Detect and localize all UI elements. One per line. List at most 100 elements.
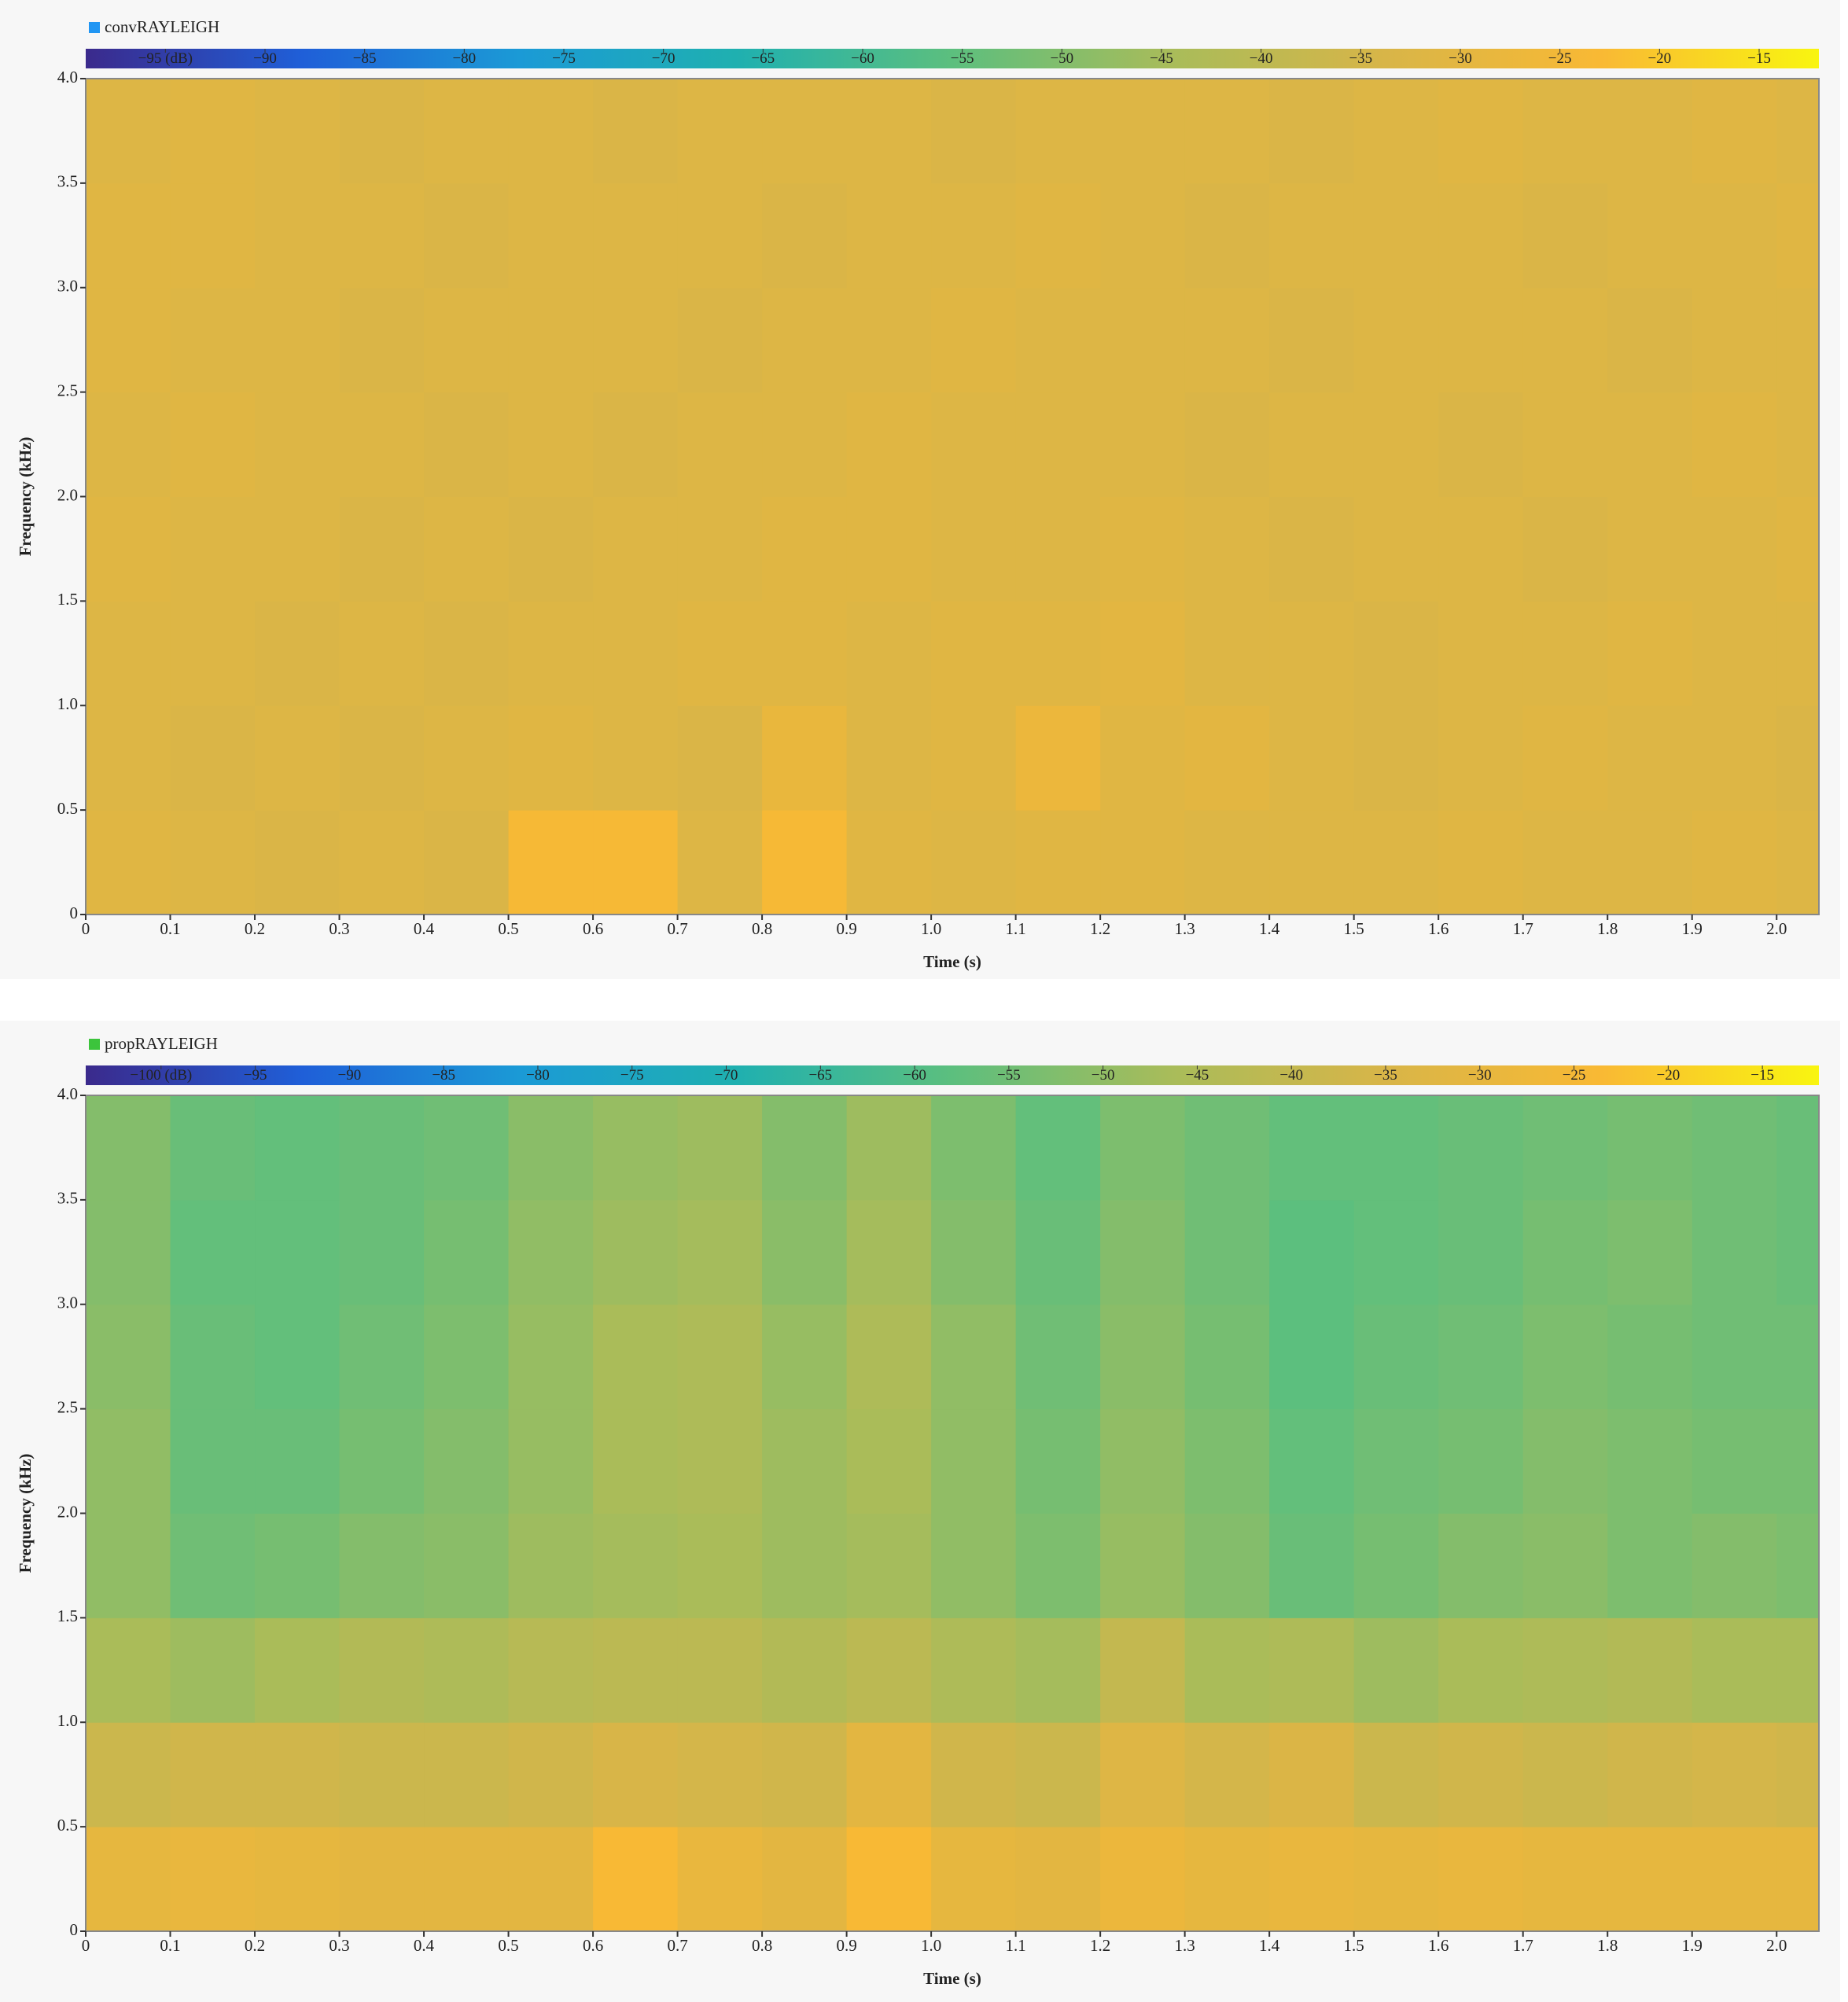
heatmap-cell — [1522, 1408, 1608, 1514]
heatmap-cell — [1438, 1827, 1524, 1931]
x-tick-label: 2.0 — [1766, 919, 1787, 938]
heatmap-cell — [1522, 1827, 1608, 1931]
x-axis-label: Time (s) — [923, 1969, 981, 1988]
heatmap-cell — [1607, 1617, 1693, 1723]
heatmap-cell — [1522, 1617, 1608, 1723]
heatmap-cell — [677, 1095, 763, 1201]
heatmap-cell — [593, 1513, 679, 1618]
heatmap-cell — [677, 496, 763, 602]
heatmap-cell — [762, 496, 848, 602]
heatmap-cell — [1692, 1304, 1777, 1410]
heatmap-cell — [1353, 1827, 1439, 1931]
heatmap-cell — [508, 392, 594, 497]
heatmap-cell — [1015, 810, 1101, 915]
heatmap-cell — [255, 79, 341, 184]
heatmap-cell — [1776, 705, 1819, 811]
heatmap-cell — [846, 182, 932, 289]
heatmap-cell — [255, 1722, 341, 1827]
x-tick-label: 0.8 — [752, 919, 772, 938]
heatmap-cell — [931, 601, 1017, 706]
x-tick-label: 1.2 — [1090, 1936, 1110, 1955]
heatmap-cell — [255, 182, 341, 289]
colorbar — [86, 1065, 1819, 1085]
heatmap-cell — [846, 1827, 932, 1931]
heatmap-cell — [508, 1617, 594, 1723]
colorbar-tick-label: −90 — [253, 50, 277, 67]
y-axis-label: Frequency (kHz) — [16, 437, 35, 557]
heatmap-cell — [1776, 1408, 1819, 1514]
heatmap-cell — [677, 1722, 763, 1827]
heatmap-cell — [170, 1199, 256, 1305]
heatmap-cell — [931, 1513, 1017, 1618]
heatmap-cell — [170, 1408, 256, 1514]
x-tick-label: 1.0 — [921, 1936, 941, 1955]
heatmap-cell — [1353, 1199, 1439, 1305]
colorbar-tick-label: −35 — [1349, 50, 1372, 67]
heatmap-cell — [1184, 1095, 1270, 1201]
heatmap-cell — [1353, 496, 1439, 602]
x-tick-label: 1.8 — [1597, 1936, 1618, 1955]
heatmap-cell — [1776, 1199, 1819, 1305]
x-axis-label: Time (s) — [923, 952, 981, 971]
heatmap-cell — [1438, 496, 1524, 602]
heatmap-cell — [931, 1617, 1017, 1723]
heatmap-cell — [1269, 1095, 1355, 1201]
heatmap-cell — [1607, 601, 1693, 706]
heatmap-cell — [339, 1304, 425, 1410]
heatmap-cell — [339, 1095, 425, 1201]
heatmap-cell — [255, 1199, 341, 1305]
heatmap-cell — [424, 1827, 510, 1931]
heatmap-cell — [1269, 182, 1355, 289]
heatmap-cell — [762, 705, 848, 811]
x-tick-label: 1.6 — [1428, 919, 1449, 938]
heatmap-cell — [255, 1095, 341, 1201]
heatmap-cell — [593, 496, 679, 602]
heatmap-cell — [255, 1617, 341, 1723]
heatmap-cell — [677, 392, 763, 497]
heatmap-cell — [677, 287, 763, 393]
heatmap-cell — [1184, 1513, 1270, 1618]
heatmap-cell — [1776, 1095, 1819, 1201]
colorbar-tick-label: −95 — [244, 1067, 267, 1084]
chart-title: propRAYLEIGH — [105, 1034, 218, 1053]
heatmap-cell — [86, 79, 171, 184]
heatmap-cell — [170, 601, 256, 706]
heatmap-cell — [1269, 1513, 1355, 1618]
heatmap-cell — [593, 1304, 679, 1410]
heatmap-cell — [1100, 496, 1186, 602]
x-tick-label: 1.3 — [1175, 1936, 1195, 1955]
colorbar-tick-label: −90 — [338, 1067, 362, 1084]
heatmap-cell — [1522, 1513, 1608, 1618]
x-tick-label: 1.6 — [1428, 1936, 1449, 1955]
heatmap-cell — [86, 287, 171, 393]
y-tick-label: 0 — [70, 903, 79, 922]
heatmap-cell — [424, 182, 510, 289]
y-tick-label: 1.0 — [57, 694, 78, 713]
heatmap-cell — [846, 392, 932, 497]
heatmap-cell — [1100, 705, 1186, 811]
heatmap-cell — [1269, 1408, 1355, 1514]
heatmap-cell — [1776, 496, 1819, 602]
heatmap-cell — [1776, 1304, 1819, 1410]
heatmap-cell — [1100, 392, 1186, 497]
heatmap-cell — [339, 601, 425, 706]
heatmap-cell — [931, 1304, 1017, 1410]
heatmap-cell — [508, 1827, 594, 1931]
y-tick-label: 4.0 — [57, 68, 78, 86]
heatmap-cell — [593, 287, 679, 393]
heatmap-cell — [86, 392, 171, 497]
x-tick-label: 0.6 — [583, 919, 603, 938]
heatmap-cell — [762, 1617, 848, 1723]
heatmap-cell — [424, 1513, 510, 1618]
heatmap-cell — [1438, 601, 1524, 706]
heatmap-cell — [1353, 810, 1439, 915]
heatmap-cell — [931, 1408, 1017, 1514]
colorbar-tick-label: −80 — [526, 1067, 550, 1084]
heatmap-cell — [1100, 1827, 1186, 1931]
heatmap-cell — [170, 392, 256, 497]
heatmap-cell — [1438, 705, 1524, 811]
heatmap-cell — [1607, 1722, 1693, 1827]
heatmap-cell — [1015, 79, 1101, 184]
heatmap-cell — [846, 1513, 932, 1618]
y-tick-label: 1.0 — [57, 1711, 78, 1730]
